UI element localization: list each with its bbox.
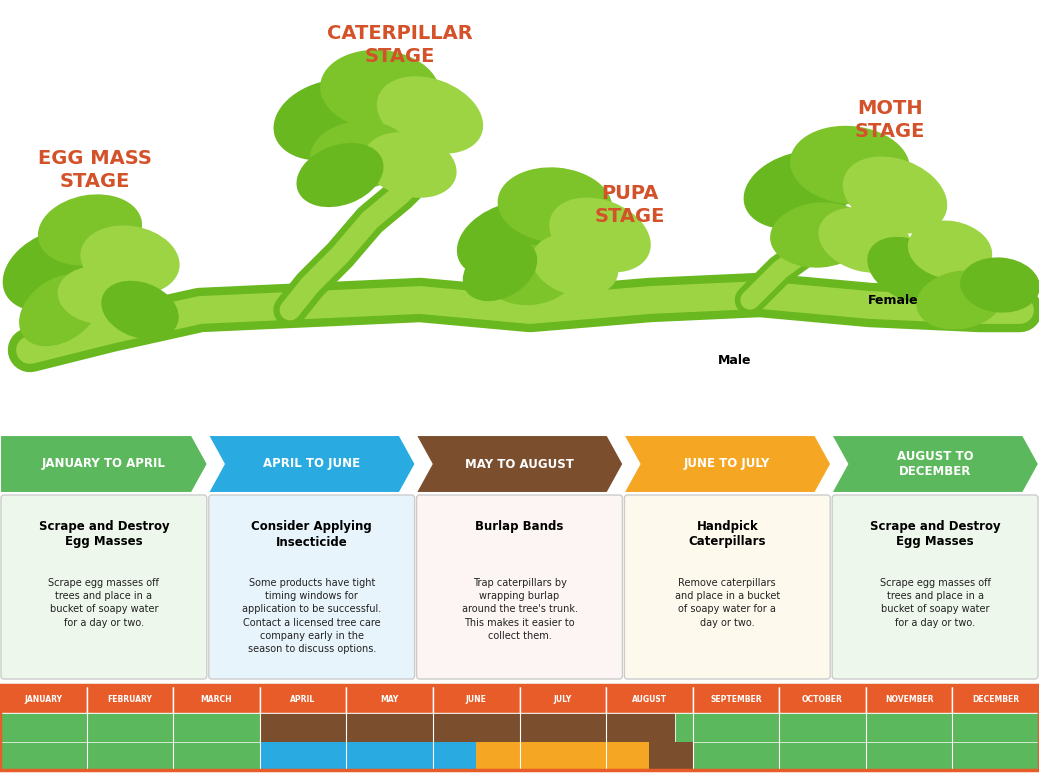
Text: EGG MASS
STAGE: EGG MASS STAGE <box>38 149 152 191</box>
Bar <box>0 0 1039 430</box>
Bar <box>346 685 433 713</box>
Text: Trap caterpillars by
wrapping burlap
around the tree's trunk.
This makes it easi: Trap caterpillars by wrapping burlap aro… <box>461 578 578 641</box>
Ellipse shape <box>868 237 953 303</box>
Text: PUPA
STAGE: PUPA STAGE <box>594 184 665 226</box>
Bar <box>260 713 675 742</box>
Text: FEBRUARY: FEBRUARY <box>107 694 153 704</box>
Bar <box>693 685 779 713</box>
Bar <box>779 685 865 713</box>
Text: DECEMBER: DECEMBER <box>973 694 1019 704</box>
Ellipse shape <box>744 151 856 229</box>
Text: CATERPILLAR
STAGE: CATERPILLAR STAGE <box>327 24 473 66</box>
Ellipse shape <box>38 195 142 266</box>
Text: JULY: JULY <box>554 694 571 704</box>
Ellipse shape <box>80 226 180 294</box>
Bar <box>433 685 520 713</box>
Ellipse shape <box>819 207 911 273</box>
Polygon shape <box>0 435 208 493</box>
Bar <box>0 742 1039 770</box>
Bar <box>649 742 693 770</box>
Text: Female: Female <box>868 294 918 306</box>
Text: SEPTEMBER: SEPTEMBER <box>710 694 762 704</box>
Text: APRIL: APRIL <box>291 694 316 704</box>
FancyBboxPatch shape <box>209 495 415 679</box>
Text: OCTOBER: OCTOBER <box>802 694 843 704</box>
FancyBboxPatch shape <box>1 495 207 679</box>
Bar <box>476 742 649 770</box>
Polygon shape <box>831 435 1039 493</box>
Bar <box>865 685 953 713</box>
Bar <box>86 685 174 713</box>
Ellipse shape <box>498 167 612 243</box>
Ellipse shape <box>364 133 456 198</box>
Ellipse shape <box>3 229 107 312</box>
Bar <box>953 685 1039 713</box>
Ellipse shape <box>916 270 1004 329</box>
Ellipse shape <box>790 126 910 204</box>
Ellipse shape <box>101 281 179 339</box>
Bar <box>520 685 606 713</box>
Text: AUGUST: AUGUST <box>632 694 667 704</box>
Ellipse shape <box>19 274 101 346</box>
Ellipse shape <box>457 202 563 279</box>
Ellipse shape <box>310 121 410 189</box>
Text: Male: Male <box>718 353 752 367</box>
Ellipse shape <box>320 50 439 130</box>
Bar <box>260 685 346 713</box>
Text: AUGUST TO
DECEMBER: AUGUST TO DECEMBER <box>897 450 974 478</box>
Bar <box>0 713 260 742</box>
Ellipse shape <box>57 266 142 324</box>
Ellipse shape <box>377 76 483 153</box>
Bar <box>606 685 693 713</box>
Text: Scrape egg masses off
trees and place in a
bucket of soapy water
for a day or tw: Scrape egg masses off trees and place in… <box>880 578 990 628</box>
Ellipse shape <box>843 157 948 233</box>
Bar <box>260 742 476 770</box>
Text: Burlap Bands: Burlap Bands <box>475 520 564 533</box>
Text: MARCH: MARCH <box>201 694 233 704</box>
Bar <box>174 685 260 713</box>
Ellipse shape <box>296 143 383 207</box>
Text: JUNE TO JULY: JUNE TO JULY <box>684 457 771 470</box>
Ellipse shape <box>550 198 650 273</box>
Ellipse shape <box>485 245 575 305</box>
Ellipse shape <box>273 80 387 160</box>
Text: JANUARY TO APRIL: JANUARY TO APRIL <box>42 457 166 470</box>
Text: MOTH
STAGE: MOTH STAGE <box>855 98 925 141</box>
Text: Consider Applying
Insecticide: Consider Applying Insecticide <box>251 520 372 549</box>
Text: Scrape and Destroy
Egg Masses: Scrape and Destroy Egg Masses <box>38 520 169 549</box>
Polygon shape <box>208 435 416 493</box>
Polygon shape <box>623 435 831 493</box>
Bar <box>0 685 1039 770</box>
Ellipse shape <box>532 234 618 296</box>
Text: MAY TO AUGUST: MAY TO AUGUST <box>465 457 574 470</box>
Text: Remove caterpillars
and place in a bucket
of soapy water for a
day or two.: Remove caterpillars and place in a bucke… <box>674 578 780 628</box>
Ellipse shape <box>462 239 537 301</box>
Text: NOVEMBER: NOVEMBER <box>885 694 933 704</box>
Ellipse shape <box>770 202 870 267</box>
Bar <box>675 713 1039 742</box>
FancyBboxPatch shape <box>417 495 622 679</box>
Text: APRIL TO JUNE: APRIL TO JUNE <box>263 457 361 470</box>
FancyBboxPatch shape <box>624 495 830 679</box>
Ellipse shape <box>908 221 992 280</box>
FancyBboxPatch shape <box>832 495 1038 679</box>
Text: JANUARY: JANUARY <box>24 694 62 704</box>
Text: JUNE: JUNE <box>465 694 486 704</box>
Text: Handpick
Caterpillars: Handpick Caterpillars <box>689 520 766 549</box>
Polygon shape <box>416 435 623 493</box>
Text: Scrape egg masses off
trees and place in a
bucket of soapy water
for a day or tw: Scrape egg masses off trees and place in… <box>49 578 159 628</box>
Text: Some products have tight
timing windows for
application to be successful.
Contac: Some products have tight timing windows … <box>242 578 381 654</box>
Ellipse shape <box>960 257 1039 312</box>
Text: Scrape and Destroy
Egg Masses: Scrape and Destroy Egg Masses <box>870 520 1001 549</box>
Bar <box>0 685 86 713</box>
Text: MAY: MAY <box>380 694 399 704</box>
